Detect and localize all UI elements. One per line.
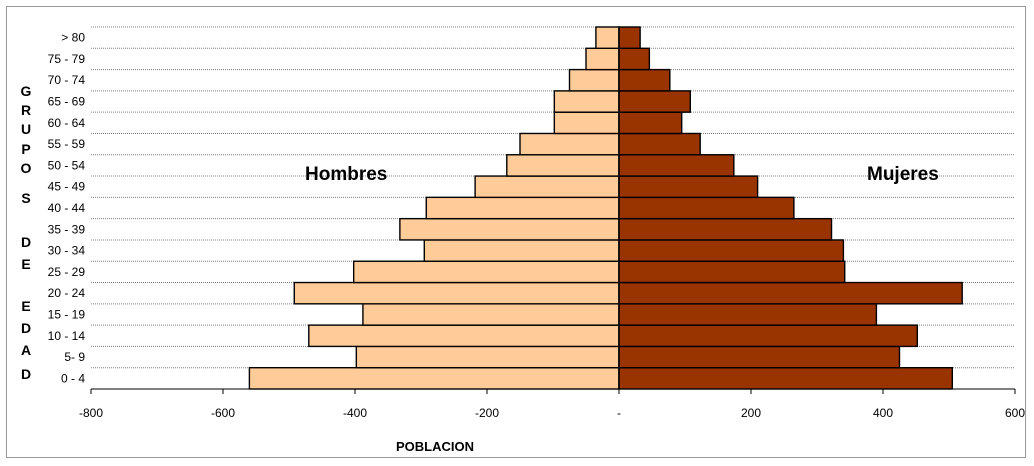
x-tick-label: 400 bbox=[873, 406, 893, 420]
bar-hombres-11 bbox=[519, 132, 620, 156]
y-category-label: > 80 bbox=[61, 31, 85, 45]
x-tick-label: -800 bbox=[79, 406, 103, 420]
y-axis-title-letter: E bbox=[21, 298, 30, 314]
y-axis-title-letter: A bbox=[21, 342, 31, 358]
y-axis-title-letter: S bbox=[21, 190, 30, 206]
axes: -800 -600 -400 -200-200 400 600 bbox=[79, 27, 1025, 420]
population-pyramid-chart: -800 -600 -400 -200-200 400 600 0 - 45- 910 -… bbox=[21, 26, 1025, 454]
bar-hombres-1 bbox=[355, 345, 620, 369]
y-axis-title-letter: P bbox=[21, 141, 30, 157]
y-category-label: 30 - 34 bbox=[48, 244, 86, 258]
bar-mujeres-7 bbox=[618, 217, 833, 241]
y-category-label: 60 - 64 bbox=[48, 116, 86, 130]
bar-hombres-10 bbox=[506, 154, 620, 177]
y-category-label: 5- 9 bbox=[64, 350, 85, 364]
y-category-label: 65 - 69 bbox=[48, 95, 86, 109]
chart-frame: -800 -600 -400 -200-200 400 600 0 - 4 5- 9 10 -… bbox=[6, 6, 1026, 458]
bar-mujeres-2 bbox=[618, 324, 919, 348]
bar-hombres-15 bbox=[585, 47, 620, 71]
bar-hombres-4 bbox=[293, 281, 620, 305]
bar-hombres-8 bbox=[425, 196, 620, 220]
y-category-label: 45 - 49 bbox=[48, 180, 86, 194]
x-tick-label: 600 bbox=[1005, 406, 1025, 420]
y-category-label: 75 - 79 bbox=[48, 52, 86, 66]
y-category-label: 50 - 54 bbox=[48, 158, 86, 172]
y-category-label: 55 - 59 bbox=[48, 137, 86, 151]
bar-mujeres-12 bbox=[618, 111, 683, 135]
bar-mujeres-0 bbox=[618, 367, 953, 390]
bar-hombres-5 bbox=[352, 260, 620, 284]
y-category-label: 70 - 74 bbox=[48, 73, 86, 87]
bar-mujeres-13 bbox=[618, 90, 691, 113]
x-tick-label: -200 bbox=[475, 406, 499, 420]
bar-mujeres-4 bbox=[618, 281, 963, 305]
bar-mujeres-8 bbox=[618, 196, 795, 220]
y-axis-title-letter: R bbox=[21, 102, 31, 118]
x-tick-label: 200 bbox=[741, 406, 761, 420]
x-tick-label: -400 bbox=[343, 406, 367, 420]
y-axis-title-letter: E bbox=[21, 256, 30, 272]
y-axis-title-letter: D bbox=[21, 320, 31, 336]
y-axis-title-letter: U bbox=[21, 121, 31, 137]
y-axis-title-letter: D bbox=[21, 366, 31, 382]
bar-hombres-12 bbox=[553, 111, 620, 135]
bar-hombres-0 bbox=[248, 367, 620, 390]
bar-mujeres-9 bbox=[618, 175, 759, 199]
bar-mujeres-10 bbox=[618, 154, 735, 177]
bars bbox=[248, 26, 963, 390]
bar-mujeres-1 bbox=[618, 345, 901, 369]
bar-hombres-3 bbox=[362, 303, 620, 326]
y-category-label: 20 - 24 bbox=[48, 286, 86, 300]
bar-hombres-14 bbox=[568, 68, 620, 92]
y-category-label: 10 - 14 bbox=[48, 329, 86, 343]
bar-hombres-16 bbox=[595, 26, 620, 49]
bar-mujeres-5 bbox=[618, 260, 846, 284]
bar-mujeres-11 bbox=[618, 132, 701, 156]
y-category-label: 25 - 29 bbox=[48, 265, 86, 279]
labels: 0 - 4 5- 9 10 - 14 15 - 19 20 - 24 25 - 29 30 … bbox=[21, 31, 939, 454]
x-tick-label: -600 bbox=[211, 406, 235, 420]
bar-hombres-7 bbox=[399, 217, 620, 241]
bar-mujeres-15 bbox=[618, 47, 651, 71]
y-category-label: 35 - 39 bbox=[48, 222, 86, 236]
y-axis-title-letter: O bbox=[21, 160, 32, 176]
y-category-label: 0 - 4 bbox=[61, 371, 85, 385]
x-tick-label: - bbox=[617, 406, 621, 420]
bar-hombres-9 bbox=[474, 175, 620, 199]
y-category-label: 15 - 19 bbox=[48, 307, 86, 321]
y-category-label: 40 - 44 bbox=[48, 201, 86, 215]
x-axis-title: POBLACION bbox=[396, 439, 474, 454]
series-label-hombres: Hombres bbox=[305, 164, 387, 185]
y-axis-title-letter: G bbox=[21, 83, 32, 99]
bar-mujeres-14 bbox=[618, 68, 671, 92]
bar-mujeres-3 bbox=[618, 303, 878, 326]
bar-hombres-13 bbox=[553, 90, 620, 113]
bar-mujeres-6 bbox=[618, 239, 845, 262]
bar-mujeres-16 bbox=[618, 26, 641, 49]
bar-hombres-6 bbox=[423, 239, 620, 262]
y-axis-title-letter: D bbox=[21, 234, 31, 250]
bar-hombres-2 bbox=[308, 324, 620, 348]
series-label-mujeres: Mujeres bbox=[867, 164, 939, 185]
